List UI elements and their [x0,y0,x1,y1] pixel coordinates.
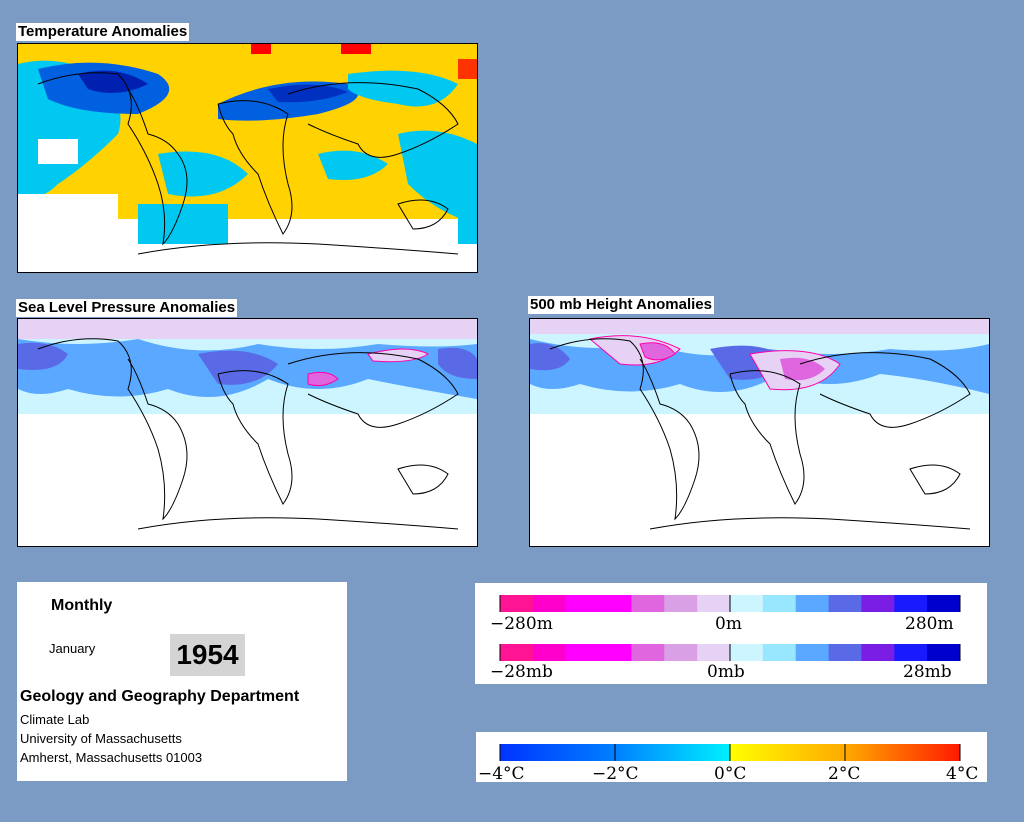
height-pressure-legend: −280m 0m 280m −28mb 0mb 28mb [475,583,987,684]
height500-anomaly-map [529,318,990,547]
pressure-swatch [500,644,534,661]
pressure-swatch [565,644,600,661]
info-panel: Monthly January 1954 Geology and Geograp… [17,582,347,781]
pressure-swatch [762,644,797,661]
pressure-swatch [894,644,928,661]
slp-map-title: Sea Level Pressure Anomalies [16,299,238,317]
height-swatch [861,595,895,612]
temperature-ticks [499,744,961,761]
height-swatch [828,595,862,612]
temp-label-2: 0°C [714,764,746,782]
height-swatch [664,595,698,612]
height-swatch [927,595,961,612]
height-label-mid: 0m [715,614,742,634]
height-swatch [565,595,600,612]
month-label: January [49,641,96,656]
height-swatch [730,595,764,612]
pressure-swatch [927,644,961,661]
pressure-swatch [532,644,567,661]
pressure-swatch [631,644,665,661]
temperature-map-title: Temperature Anomalies [16,23,190,41]
university-label: University of Massachusetts [20,731,182,746]
pressure-label-max: 28mb [903,662,952,682]
pressure-label-mid: 0mb [707,662,745,682]
period-label: Monthly [51,597,113,614]
pressure-labels: −28mb 0mb 28mb [490,662,952,682]
pressure-color-bar [499,644,961,661]
height-swatch [762,595,797,612]
department-label: Geology and Geography Department [20,688,300,705]
height-swatch [795,595,830,612]
pressure-swatch [730,644,764,661]
pressure-swatch [795,644,830,661]
height-swatch [532,595,567,612]
temp-label-0: −4°C [478,764,525,782]
pressure-swatch [697,644,731,661]
height-label-min: −280m [490,614,553,634]
slp-anomaly-map [17,318,478,547]
height-color-bar [499,595,961,612]
pressure-label-min: −28mb [490,662,553,682]
height-swatch [697,595,731,612]
height500-map-title: 500 mb Height Anomalies [528,296,714,314]
temperature-anomaly-map [17,43,478,273]
height-swatch [631,595,665,612]
year-label: 1954 [170,634,245,676]
slp-map-graphic [18,319,477,546]
temperature-legend: −4°C −2°C 0°C 2°C 4°C [476,732,987,782]
height-swatch [500,595,534,612]
temp-label-3: 2°C [828,764,860,782]
temp-label-1: −2°C [592,764,639,782]
temp-label-4: 4°C [946,764,978,782]
height-labels: −280m 0m 280m [490,614,954,634]
pressure-swatch [598,644,632,661]
height500-map-graphic [530,319,989,546]
pressure-swatch [828,644,862,661]
height-swatch [598,595,632,612]
pressure-swatch [861,644,895,661]
height-swatch [894,595,928,612]
temperature-map-graphic [18,44,477,272]
address-label: Amherst, Massachusetts 01003 [20,750,203,765]
pressure-swatch [664,644,698,661]
lab-label: Climate Lab [20,712,90,727]
height-label-max: 280m [905,614,954,634]
